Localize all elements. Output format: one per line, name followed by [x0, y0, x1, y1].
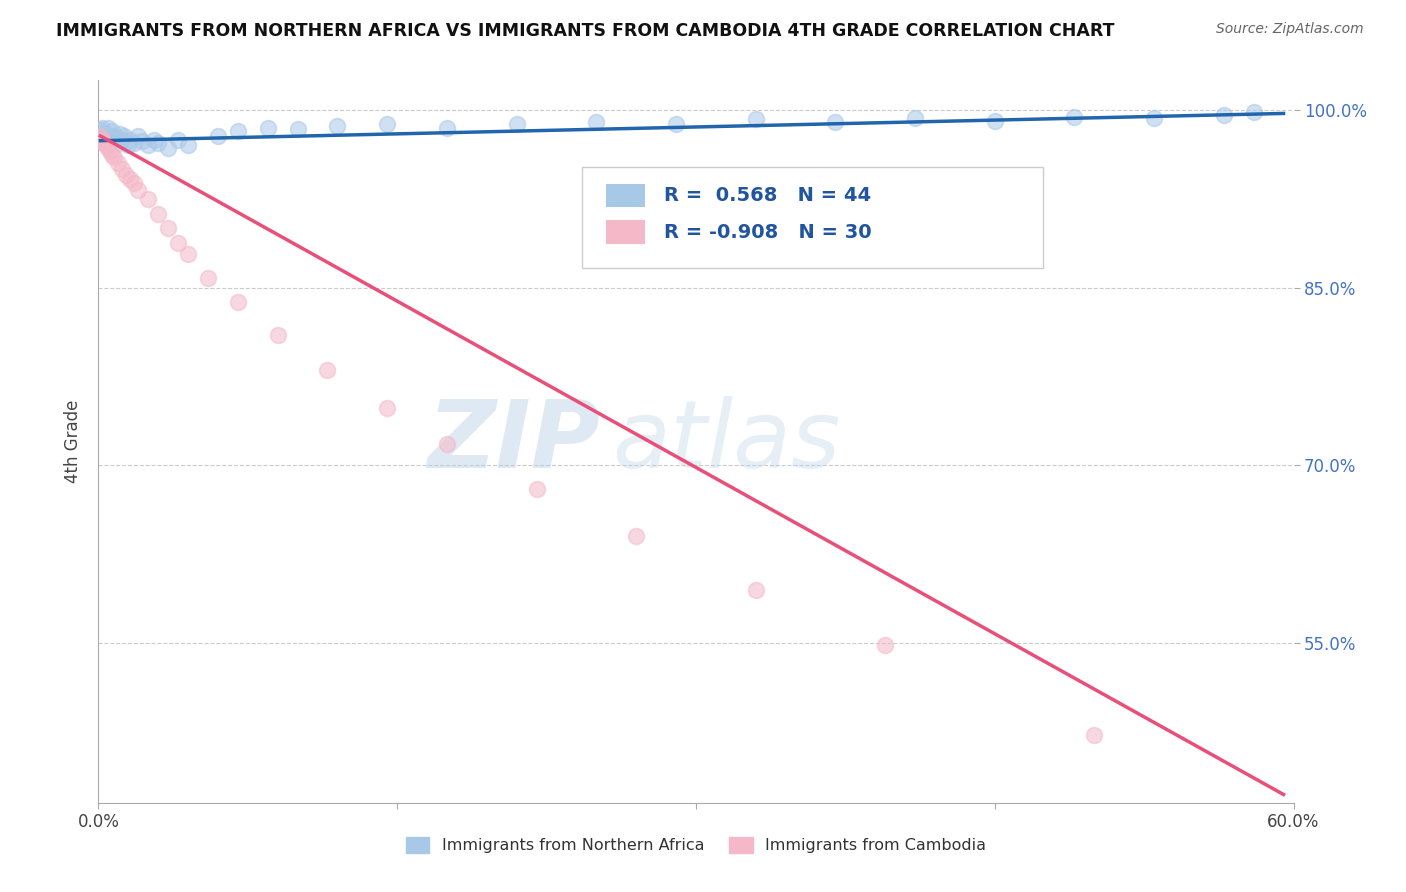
- Point: [117, 138, 139, 153]
- Point: [824, 114, 846, 128]
- Legend: Immigrants from Northern Africa, Immigrants from Cambodia: Immigrants from Northern Africa, Immigra…: [399, 830, 993, 860]
- Point: [101, 124, 124, 138]
- Text: atlas: atlas: [613, 396, 841, 487]
- Point: [1243, 105, 1265, 120]
- Point: [101, 148, 124, 162]
- Point: [105, 131, 128, 145]
- Point: [1063, 110, 1085, 124]
- FancyBboxPatch shape: [606, 220, 644, 244]
- FancyBboxPatch shape: [606, 185, 644, 208]
- Text: R = -0.908   N = 30: R = -0.908 N = 30: [664, 222, 872, 242]
- Point: [148, 136, 170, 150]
- Text: IMMIGRANTS FROM NORTHERN AFRICA VS IMMIGRANTS FROM CAMBODIA 4TH GRADE CORRELATIO: IMMIGRANTS FROM NORTHERN AFRICA VS IMMIG…: [56, 22, 1115, 40]
- Point: [177, 247, 200, 261]
- Point: [115, 168, 138, 182]
- Point: [207, 128, 229, 143]
- Point: [177, 138, 200, 153]
- Point: [1083, 728, 1105, 742]
- Point: [107, 156, 129, 170]
- Point: [103, 150, 125, 164]
- Point: [167, 235, 190, 250]
- Point: [626, 529, 648, 543]
- Point: [127, 128, 149, 143]
- Point: [93, 136, 115, 150]
- Point: [131, 134, 153, 148]
- Point: [136, 138, 159, 153]
- Point: [98, 145, 122, 159]
- Point: [120, 171, 142, 186]
- Point: [375, 401, 398, 416]
- Point: [96, 138, 118, 153]
- Point: [375, 117, 398, 131]
- Point: [1212, 108, 1234, 122]
- Point: [136, 192, 159, 206]
- Point: [120, 132, 142, 146]
- Point: [97, 120, 120, 135]
- Point: [96, 127, 118, 141]
- Point: [157, 221, 180, 235]
- Point: [97, 141, 120, 155]
- Text: Source: ZipAtlas.com: Source: ZipAtlas.com: [1216, 22, 1364, 37]
- Point: [984, 113, 1007, 128]
- Point: [875, 638, 897, 652]
- Point: [157, 141, 180, 155]
- Point: [256, 120, 278, 135]
- Point: [98, 132, 122, 146]
- Point: [267, 327, 290, 342]
- Point: [167, 132, 190, 146]
- Point: [436, 437, 458, 451]
- Point: [103, 128, 125, 143]
- Point: [124, 136, 146, 150]
- Point: [316, 363, 339, 377]
- Point: [226, 294, 249, 309]
- Point: [107, 136, 129, 150]
- Y-axis label: 4th Grade: 4th Grade: [63, 400, 82, 483]
- Point: [91, 120, 114, 135]
- Point: [93, 128, 115, 143]
- Point: [89, 128, 111, 143]
- Point: [326, 120, 349, 134]
- Point: [91, 132, 114, 146]
- FancyBboxPatch shape: [582, 167, 1043, 268]
- Point: [127, 183, 149, 197]
- Point: [745, 582, 768, 597]
- Point: [436, 120, 458, 135]
- Point: [526, 482, 548, 496]
- Point: [665, 117, 688, 131]
- Point: [124, 177, 146, 191]
- Point: [197, 271, 219, 285]
- Point: [143, 132, 166, 146]
- Point: [1143, 111, 1166, 125]
- Point: [287, 121, 309, 136]
- Point: [904, 111, 927, 125]
- Point: [111, 162, 134, 177]
- Point: [148, 207, 170, 221]
- Text: ZIP: ZIP: [427, 395, 600, 488]
- Point: [226, 124, 249, 138]
- Point: [93, 132, 115, 146]
- Point: [112, 128, 135, 143]
- Point: [745, 112, 768, 127]
- Point: [506, 117, 529, 131]
- Point: [89, 123, 111, 137]
- Point: [111, 132, 134, 146]
- Point: [110, 127, 132, 141]
- Point: [585, 114, 607, 128]
- Point: [97, 136, 120, 150]
- Text: R =  0.568   N = 44: R = 0.568 N = 44: [664, 186, 870, 205]
